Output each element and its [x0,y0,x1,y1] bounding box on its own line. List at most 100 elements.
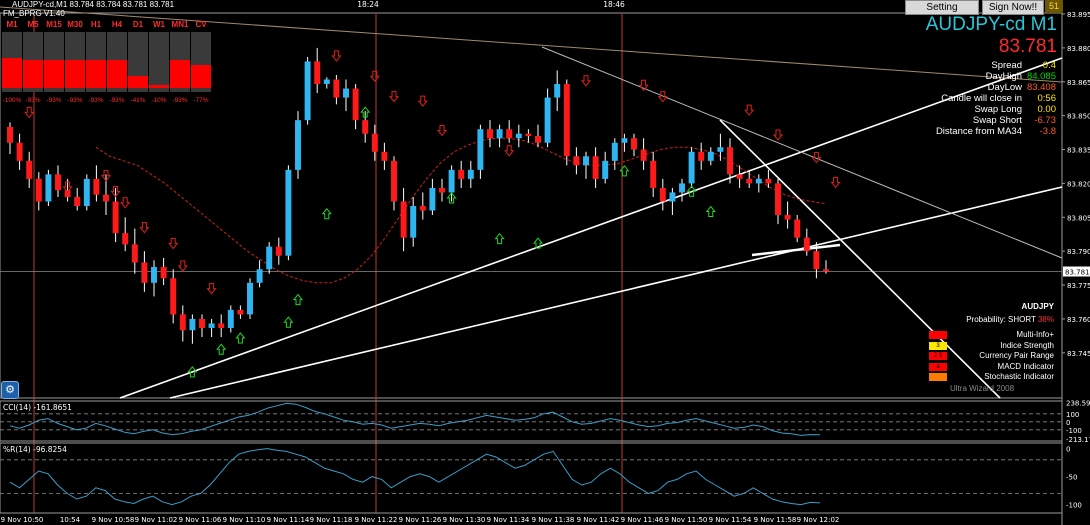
timeframe-bar [170,32,190,92]
info-row: Swap Long 0.00 [900,104,1056,115]
candle [717,147,724,152]
info-row: DayLow 83.408 [900,82,1056,93]
candle [266,246,273,270]
timeframe-bar-fill [23,60,43,88]
candle [179,314,186,331]
timeframe-column: M5 -93% [21,20,45,104]
timeframe-bar-fill [149,85,169,88]
down-arrow-icon [177,260,188,272]
price-tick-label: 83.805 [1067,214,1090,222]
candle [285,169,292,256]
timeframe-percent: -93% [172,97,188,104]
setting-contents-button[interactable]: Setting Contents [905,0,979,26]
probability-item: 3 Indice Strength [926,341,1054,351]
candle [525,133,532,136]
price-tick-label: 83.760 [1067,316,1090,324]
down-arrow-icon [657,91,668,103]
price-tick-label: 83.820 [1067,180,1090,188]
candle [141,262,148,283]
candle [218,323,225,328]
candle [189,318,196,331]
trend-line [719,119,1001,399]
candle [295,120,301,170]
timeframe-bar [44,32,64,92]
time-tick-label: 9 Nov 11:54 [709,516,752,524]
time-tick-label: 9 Nov 11:58 [754,516,797,524]
timeframe-bar [65,32,85,92]
timeframe-percent: -93% [25,97,41,104]
info-row: Distance from MA34 -3.8 [900,126,1056,137]
time-tick-label: 9 Nov 11:50 [665,516,708,524]
up-arrow-icon [283,316,294,328]
panel-frame [0,400,1063,442]
candle [45,174,52,202]
timeframe-bar-fill [2,58,22,88]
candle [83,178,90,206]
info-row: Swap Short -6.73 [900,115,1056,126]
probability-item: Multi-Info+ [926,330,1054,340]
panel-tick-label: 100 [1066,411,1079,419]
down-arrow-icon [62,181,73,193]
trend-line [119,57,1063,399]
settings-gear-button[interactable]: ⚙ [1,381,19,399]
panel-title: CCI(14) -161.8651 [3,403,72,412]
candle [314,61,321,85]
info-value: -6.73 [1034,115,1056,126]
timeframe-percent: -77% [193,97,209,104]
timeframe-name: W1 [153,20,165,29]
moving-average-line [95,137,827,284]
candle [439,187,445,193]
probability-status-box [929,331,947,339]
info-value: -3.8 [1039,126,1056,137]
down-arrow-icon [139,222,150,234]
timeframe-bar [128,32,148,92]
candle [487,129,493,139]
timeframe-percent: -93% [46,97,62,104]
down-arrow-icon [744,104,755,116]
down-arrow-icon [580,75,592,87]
timeframe-column: MN1 -93% [168,20,192,104]
price-tick-label: 83.895 [1067,11,1090,19]
time-tick-label: 9 Nov 12:02 [797,516,840,524]
probability-direction: SHORT [1008,315,1036,324]
probability-panel: AUDJPY Probability: SHORT 38% Multi-Info… [926,300,1056,398]
info-label: Swap Short [972,115,1022,126]
up-arrow-icon [216,343,227,355]
time-tick-label: 9 Nov 11:06 [179,516,222,524]
down-arrow-icon [100,170,112,182]
price-tick-label: 83.745 [1067,350,1090,358]
timeframe-column: CV -77% [189,20,213,104]
timeframe-name: M30 [67,20,83,29]
candle [103,194,109,202]
count-badge: 51 [1045,0,1063,13]
candle [74,196,81,206]
info-panel: Spread 0.4 DayHigh 84.085 DayLow 83.408 Candle… [900,60,1056,137]
up-arrow-icon [494,232,505,245]
symbol-title: AUDJPY-cd M1 [925,14,1057,35]
timeframe-bar [23,32,43,92]
probability-readout: Probability: SHORT 38% [966,315,1054,325]
candle [496,129,503,139]
up-arrow-icon [187,366,198,378]
timeframe-name: M15 [46,20,62,29]
candle [35,178,42,202]
trend-line [0,6,1063,83]
candle [602,160,609,179]
sign-now-button[interactable]: Sign Now!! [982,0,1044,15]
candle [237,309,244,315]
candle [727,147,733,175]
candle [381,151,388,161]
probability-item: 2 9 Currency Pair Range [926,351,1054,361]
indicator-name: FM_BPRG V1.40 [3,9,65,18]
timeframe-name: D1 [132,20,144,29]
candle [544,97,551,143]
up-arrow-icon [446,192,457,204]
timeframe-name: MN1 [171,20,189,29]
probability-symbol: AUDJPY [1021,302,1054,311]
candle [707,151,714,161]
candle [765,178,772,184]
candle [419,206,426,211]
indicator-line [9,448,821,506]
time-tick-label: 9 Nov 11:10 [223,516,266,524]
symbol-header: AUDJPY-cd,M1 83.784 83.784 83.781 83.781 [12,0,175,9]
